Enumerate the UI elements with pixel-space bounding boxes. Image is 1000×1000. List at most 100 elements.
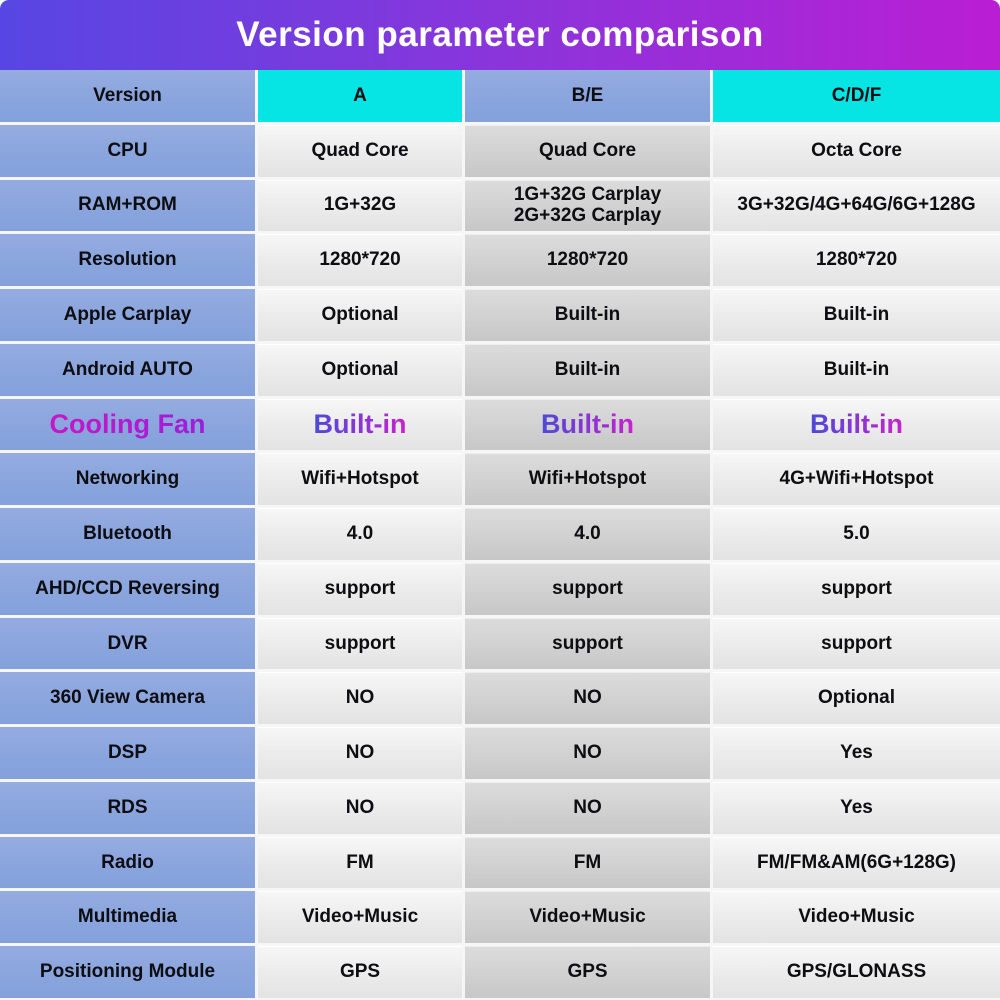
title-bar: Version parameter comparison <box>0 0 1000 70</box>
cell-value-text: Video+Music <box>529 906 646 928</box>
cell-value-cdf: 1280*720 <box>713 234 1000 287</box>
cell-value-text: support <box>552 632 623 654</box>
cell-value-text: support <box>821 577 892 599</box>
row-label: Android AUTO <box>0 343 255 396</box>
cell-value-a: NO <box>258 727 462 779</box>
cell-value-text: FM <box>573 851 602 873</box>
cell-value-a: NO <box>258 781 462 834</box>
cell-value-cdf: Video+Music <box>713 891 1000 944</box>
cell-value-text: 4.0 <box>574 523 601 545</box>
cell-value-text: Built-in <box>554 358 621 380</box>
cell-value-text: 4.0 <box>346 523 374 545</box>
cell-value-text: 4G+Wifi+Hotspot <box>779 468 934 490</box>
row-label: AHD/CCD Reversing <box>0 562 255 615</box>
cell-value-a: NO <box>258 672 462 725</box>
cell-value-text: Optional <box>321 358 399 380</box>
cell-value-text: Octa Core <box>811 139 902 161</box>
cell-value-cdf: Built-in <box>713 289 1000 341</box>
cell-value-text: 5.0 <box>843 523 870 545</box>
row-label-text: AHD/CCD Reversing <box>35 577 220 599</box>
cell-value-text: Yes <box>840 742 873 764</box>
cell-value-text: 1G+32G Carplay 2G+32G Carplay <box>513 183 662 227</box>
cell-value-text: Built-in <box>823 358 890 380</box>
cell-value-a: Built-in <box>258 398 462 451</box>
row-label-text: Cooling Fan <box>49 408 206 439</box>
row-label-text: Radio <box>101 851 154 873</box>
cell-value-cdf: 3G+32G/4G+64G/6G+128G <box>713 179 1000 232</box>
cell-value-text: Wifi+Hotspot <box>528 468 647 490</box>
row-label-text: 360 View Camera <box>50 687 205 709</box>
row-label: Networking <box>0 453 255 506</box>
cell-value-text: Built-in <box>541 408 634 439</box>
row-label-text: Bluetooth <box>83 523 172 545</box>
cell-value-be: Quad Core <box>465 124 710 177</box>
cell-value-cdf: 4G+Wifi+Hotspot <box>713 453 1000 506</box>
cell-value-be: Video+Music <box>465 891 710 944</box>
cell-value-text: Optional <box>817 687 896 709</box>
cell-value-text: Wifi+Hotspot <box>301 468 419 490</box>
cell-value-text: FM/FM&AM(6G+128G) <box>757 851 956 873</box>
cell-value-a: Optional <box>258 343 462 396</box>
cell-value-be: NO <box>465 727 710 779</box>
row-label: Bluetooth <box>0 508 255 560</box>
page-title: Version parameter comparison <box>236 15 764 54</box>
cell-value-a: support <box>258 562 462 615</box>
column-header-a: A <box>258 70 462 122</box>
cell-value-cdf: Built-in <box>713 343 1000 396</box>
cell-value-a: Wifi+Hotspot <box>258 453 462 506</box>
cell-value-cdf: support <box>713 617 1000 670</box>
cell-value-text: Quad Core <box>311 139 409 161</box>
row-label: Radio <box>0 836 255 889</box>
column-header-version: Version <box>0 70 255 122</box>
cell-value-text: 3G+32G/4G+64G/6G+128G <box>737 194 976 216</box>
cell-value-text: 1280*720 <box>546 249 629 271</box>
cell-value-text: Video+Music <box>798 906 915 928</box>
column-header-cdf: C/D/F <box>713 70 1000 122</box>
cell-value-cdf: FM/FM&AM(6G+128G) <box>713 836 1000 889</box>
cell-value-be: Wifi+Hotspot <box>465 453 710 506</box>
cell-value-be: Built-in <box>465 398 710 451</box>
cell-value-text: Built-in <box>823 304 890 325</box>
row-label-text: Apple Carplay <box>63 304 192 325</box>
cell-value-text: Built-in <box>313 408 407 439</box>
cell-value-a: Optional <box>258 289 462 341</box>
cell-value-be: support <box>465 562 710 615</box>
row-label-text: CPU <box>107 139 148 161</box>
cell-value-text: Optional <box>321 304 399 325</box>
cell-value-a: FM <box>258 836 462 889</box>
cell-value-cdf: Built-in <box>713 398 1000 451</box>
cell-value-text: FM <box>346 851 374 873</box>
row-label: RAM+ROM <box>0 179 255 232</box>
row-label: CPU <box>0 124 255 177</box>
cell-value-cdf: Optional <box>713 672 1000 725</box>
cell-value-a: support <box>258 617 462 670</box>
row-label-text: DVR <box>107 632 148 654</box>
cell-value-a: 1G+32G <box>258 179 462 232</box>
cell-value-text: GPS/GLONASS <box>786 961 927 983</box>
row-label-text: Networking <box>75 468 180 490</box>
cell-value-text: 1280*720 <box>319 249 401 271</box>
cell-value-cdf: GPS/GLONASS <box>713 946 1000 998</box>
cell-value-text: support <box>324 577 396 599</box>
row-label: Apple Carplay <box>0 289 255 341</box>
cell-value-text: Built-in <box>810 408 903 439</box>
row-label: DSP <box>0 727 255 779</box>
comparison-table: Version A B/E C/D/F CPU Quad Core Quad C… <box>0 70 1000 998</box>
cell-value-a: Video+Music <box>258 891 462 944</box>
row-label-text: Positioning Module <box>39 961 216 983</box>
cell-value-text: NO <box>345 796 375 818</box>
cell-value-text: NO <box>573 742 602 764</box>
row-label-text: RDS <box>107 796 148 818</box>
cell-value-be: FM <box>465 836 710 889</box>
cell-value-text: NO <box>345 742 375 764</box>
row-label: Resolution <box>0 234 255 287</box>
cell-value-cdf: Yes <box>713 727 1000 779</box>
cell-value-text: NO <box>573 796 602 818</box>
row-label-text: Multimedia <box>77 906 178 928</box>
cell-value-be: NO <box>465 781 710 834</box>
cell-value-text: support <box>821 632 892 654</box>
column-header-be: B/E <box>465 70 710 122</box>
cell-value-text: Video+Music <box>301 906 419 928</box>
cell-value-text: 1280*720 <box>815 249 898 271</box>
row-label-text: Resolution <box>78 249 177 271</box>
